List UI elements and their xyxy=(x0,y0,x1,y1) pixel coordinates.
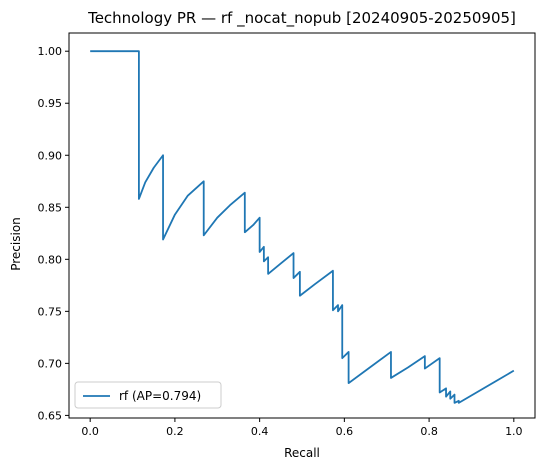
x-axis-ticks: 0.0 0.2 0.4 0.6 0.8 1.0 xyxy=(81,418,523,438)
y-axis-ticks: 0.65 0.70 0.75 0.80 0.85 0.90 0.95 1.00 xyxy=(38,45,69,422)
y-tick-label: 0.90 xyxy=(38,149,63,162)
y-tick-label: 0.85 xyxy=(38,201,63,214)
x-tick-label: 1.0 xyxy=(505,425,523,438)
y-tick-label: 1.00 xyxy=(38,45,63,58)
y-tick-label: 0.80 xyxy=(38,253,63,266)
x-tick-label: 0.2 xyxy=(166,425,184,438)
curves xyxy=(90,50,515,404)
axes-frame xyxy=(68,32,536,419)
legend-box xyxy=(74,381,222,409)
plot-area: 0.0 0.2 0.4 0.6 0.8 1.0 0.650.700.750.800.850… xyxy=(38,32,536,438)
x-tick-label: 0.0 xyxy=(81,425,99,438)
series-line-rf xyxy=(90,50,515,404)
chart-title: Technology PR — rf _nocat_nopub [2024090… xyxy=(87,9,516,28)
x-axis-label: Recall xyxy=(284,446,320,460)
y-tick-label: 0.65 xyxy=(38,409,63,422)
y-tick-label: 0.75 xyxy=(38,305,63,318)
x-tick-label: 0.4 xyxy=(251,425,269,438)
legend: rf (AP=0.794) xyxy=(74,381,222,409)
x-tick-label: 0.8 xyxy=(420,425,438,438)
y-axis-label: Precision xyxy=(9,217,23,271)
y-tick-label: 0.95 xyxy=(38,97,63,110)
x-tick-label: 0.6 xyxy=(336,425,354,438)
legend-label-rf: rf (AP=0.794) xyxy=(119,389,201,403)
y-tick-label: 0.70 xyxy=(38,357,63,370)
